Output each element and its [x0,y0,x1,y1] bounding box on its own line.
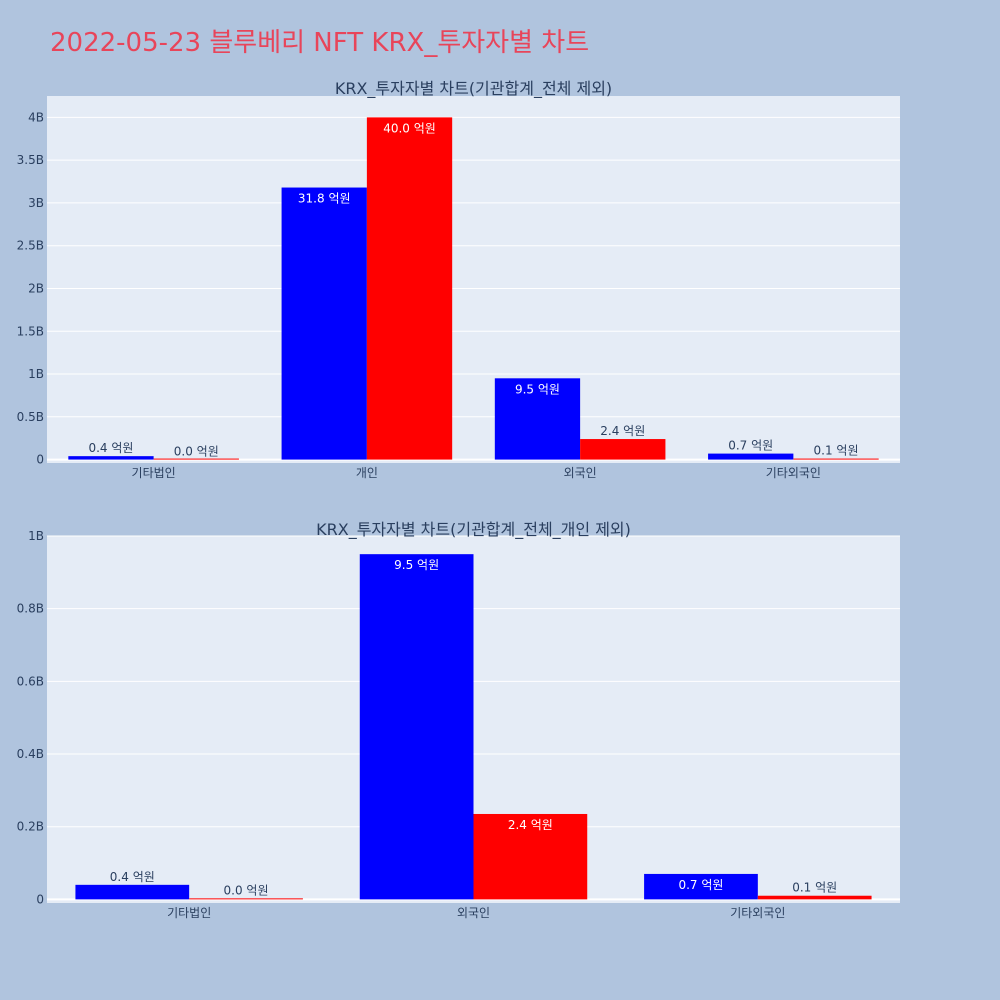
x-tick-label: 개인 [356,466,378,480]
y-tick-label: 0.2B [17,820,44,834]
x-tick-label: 외국인 [564,466,597,480]
bar [359,554,474,900]
y-tick-label: 2.5B [17,239,44,253]
y-tick-label: 0.8B [17,602,44,616]
bar [793,458,879,460]
data-label: 0.0 억원 [174,444,219,458]
y-tick-label: 4B [28,110,44,124]
plot-area-1 [47,96,900,463]
y-tick-label: 1B [28,529,44,543]
data-label: 0.1 억원 [814,444,859,458]
x-tick-label: 기타외국인 [730,906,785,920]
page-title: 2022-05-23 블루베리 NFT KRX_투자자별 차트 [50,28,590,58]
bar [153,458,239,460]
data-label: 9.5 억원 [515,382,560,396]
bar [708,453,794,460]
bar [644,873,758,900]
bar [68,456,154,460]
data-label: 2.4 억원 [508,818,553,832]
bar [281,187,367,460]
data-label: 40.0 억원 [383,121,436,135]
bar [473,813,588,900]
y-tick-label: 2B [28,281,44,295]
data-label: 0.7 억원 [678,878,723,892]
bar [189,898,303,900]
y-tick-label: 0.4B [17,747,44,761]
x-tick-label: 기타법인 [167,906,211,920]
data-label: 0.1 억원 [792,881,837,895]
y-tick-label: 1B [28,367,44,381]
bar [75,884,190,900]
data-label: 0.7 억원 [728,439,773,453]
y-tick-label: 3.5B [17,153,44,167]
bar [494,378,581,460]
x-tick-label: 기타외국인 [766,466,821,480]
data-label: 2.4 억원 [600,424,645,438]
y-tick-label: 0.6B [17,674,44,688]
x-tick-label: 기타법인 [132,466,176,480]
bar [580,439,666,460]
y-tick-label: 0.5B [17,410,44,424]
data-label: 0.4 억원 [110,870,155,884]
data-label: 31.8 억원 [298,192,351,206]
chart-1-title: KRX_투자자별 차트(기관합계_전체 제외) [335,79,612,99]
y-tick-label: 0 [36,892,44,906]
y-tick-label: 0 [36,453,44,467]
chart-2-title: KRX_투자자별 차트(기관합계_전체_개인 제외) [316,520,631,540]
y-tick-label: 3B [28,196,44,210]
data-label: 0.4 억원 [88,441,133,455]
data-label: 0.0 억원 [224,884,269,898]
data-label: 9.5 억원 [394,558,439,572]
bar [757,895,872,900]
bar [366,117,453,460]
x-tick-label: 외국인 [457,906,490,920]
y-tick-label: 1.5B [17,324,44,338]
